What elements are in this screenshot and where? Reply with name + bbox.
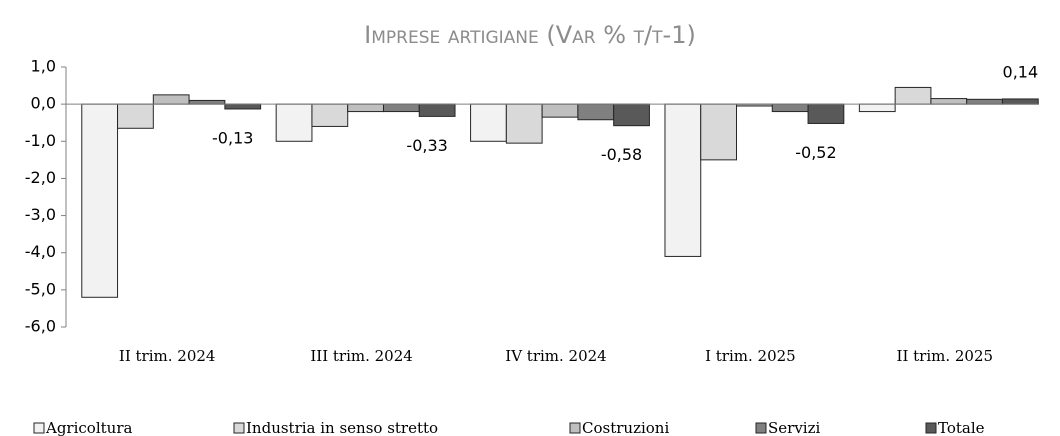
y-tick-label: -3,0 [25,205,56,224]
x-tick-label: II trim. 2024 [119,347,216,365]
y-tick-label: -6,0 [25,317,56,336]
bar [700,103,738,161]
bar [771,103,809,113]
x-tick-label: I trim. 2025 [705,347,796,365]
bar [541,103,579,118]
bar [311,103,349,127]
bar [418,103,456,117]
bar [505,103,543,144]
bar [470,103,507,142]
bar [152,94,190,105]
bar [275,103,313,142]
data-label: -0,33 [406,136,447,155]
bar [117,103,154,129]
legend-swatch [233,422,245,434]
bar [224,103,262,110]
data-label: -0,13 [212,128,253,147]
legend-swatch [33,422,45,434]
y-tick-label: -1,0 [25,131,56,150]
bar [188,99,226,105]
y-tick-label: 1,0 [31,57,56,76]
legend-label: Agricoltura [45,419,132,436]
data-label: 0,14 [1003,62,1039,81]
data-label: -0,58 [601,145,642,164]
y-tick-label: -2,0 [25,168,56,187]
y-tick-label: -5,0 [25,279,56,298]
x-tick-label: III trim. 2024 [310,347,412,365]
bar [382,103,420,113]
y-tick-label: -4,0 [25,242,56,261]
bar [966,98,1003,105]
bar [664,103,702,257]
bar [577,103,615,121]
data-label: -0,52 [795,143,836,162]
bar [347,103,384,113]
bar [858,103,896,113]
bar [1001,98,1039,105]
bar [613,103,650,127]
x-tick-label: IV trim. 2024 [505,347,606,365]
bar [81,103,119,298]
legend-swatch [925,422,937,434]
legend-swatch [569,422,581,434]
bar [894,86,932,105]
chart-title: Imprese artigiane (Var % t/t-1) [364,21,696,49]
legend-swatch [755,422,767,434]
legend-label: Totale [938,419,985,436]
y-tick-label: 0,0 [31,94,56,113]
legend-label: Industria in senso stretto [246,419,438,436]
bar [807,103,845,124]
legend-label: Servizi [768,419,820,436]
bar [930,98,968,105]
legend-label: Costruzioni [582,419,669,436]
x-tick-label: II trim. 2025 [897,347,994,365]
